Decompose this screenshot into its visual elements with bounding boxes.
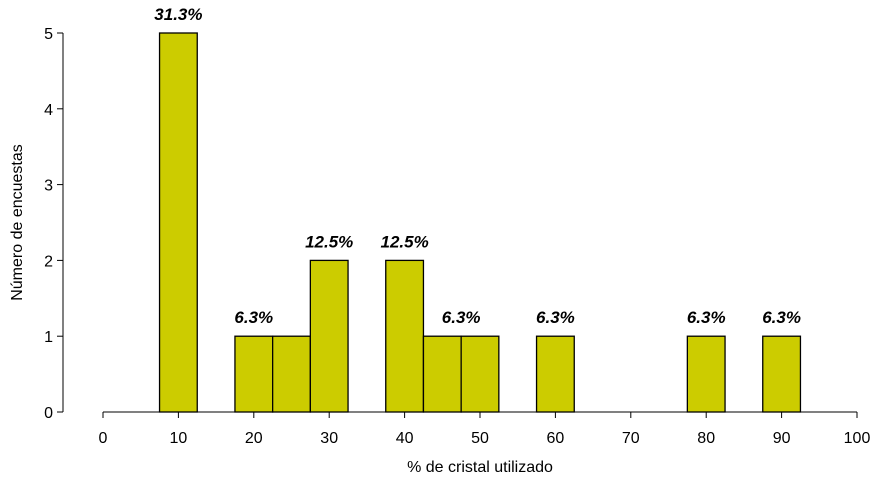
- x-tick-label-0: 0: [99, 430, 108, 447]
- x-tick-label-20: 20: [245, 430, 263, 447]
- y-tick-label-3: 3: [44, 178, 53, 195]
- y-tick-label-2: 2: [44, 253, 53, 270]
- bar-45-5: [423, 336, 461, 412]
- bar-30-3: [310, 260, 348, 412]
- bar-percent-label-6: 6.3%: [687, 308, 726, 327]
- bar-60-7: [537, 336, 575, 412]
- y-tick-label-4: 4: [44, 102, 53, 119]
- x-tick-label-30: 30: [320, 430, 338, 447]
- bar-50-6: [461, 336, 499, 412]
- x-tick-label-40: 40: [396, 430, 414, 447]
- bar-labels-layer: 31.3% 6.3% 12.5% 12.5% 6.3% 6.3% 6.3% 6.3%: [154, 5, 801, 327]
- bar-percent-label-3: 12.5%: [380, 232, 428, 251]
- y-tick-label-0: 0: [44, 405, 53, 422]
- bar-percent-label-7: 6.3%: [762, 308, 801, 327]
- bar-10-0: [160, 33, 198, 412]
- x-tick-label-50: 50: [471, 430, 489, 447]
- y-axis-title: Número de encuestas: [9, 144, 26, 301]
- x-tick-label-10: 10: [170, 430, 188, 447]
- bar-percent-label-5: 6.3%: [536, 308, 575, 327]
- y-tick-label-1: 1: [44, 329, 53, 346]
- bar-25-2: [273, 336, 311, 412]
- bar-percent-label-4: 6.3%: [442, 308, 481, 327]
- bars-layer: [160, 33, 801, 412]
- bar-20-1: [235, 336, 273, 412]
- bar-percent-label-0: 31.3%: [154, 5, 202, 24]
- bar-90-9: [763, 336, 801, 412]
- y-tick-label-5: 5: [44, 26, 53, 43]
- bar-40-4: [386, 260, 424, 412]
- bar-percent-label-1: 6.3%: [234, 308, 273, 327]
- x-tick-label-90: 90: [773, 430, 791, 447]
- bar-80-8: [687, 336, 725, 412]
- x-tick-label-70: 70: [622, 430, 640, 447]
- x-tick-label-60: 60: [547, 430, 565, 447]
- x-tick-label-80: 80: [697, 430, 715, 447]
- x-tick-label-100: 100: [844, 430, 871, 447]
- x-axis-title: % de cristal utilizado: [407, 459, 553, 476]
- bar-percent-label-2: 12.5%: [305, 232, 353, 251]
